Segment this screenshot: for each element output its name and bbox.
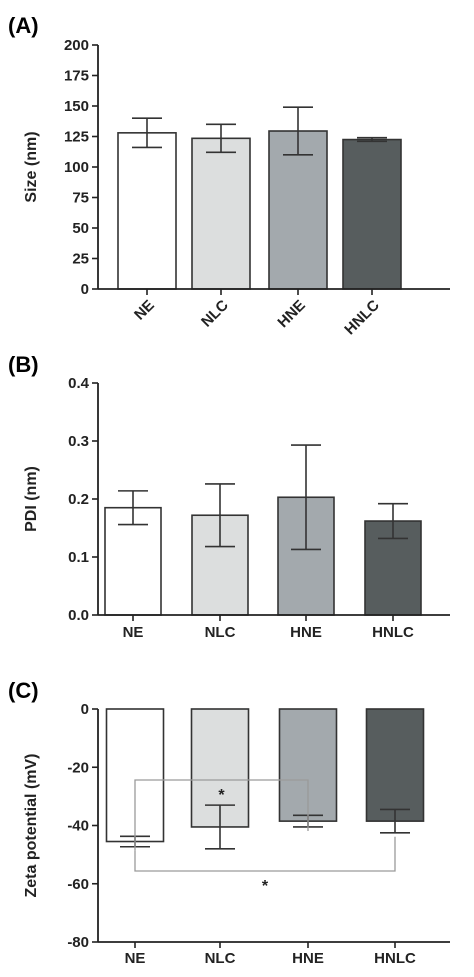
significance-bracket xyxy=(134,779,309,851)
x-tick-label: NLC xyxy=(205,950,236,967)
y-tick-label: 200 xyxy=(64,37,89,54)
y-tick-label: -80 xyxy=(67,934,89,951)
x-tick-label: HNLC xyxy=(374,950,416,967)
significance-marker: * xyxy=(262,878,269,895)
panel-c: (C) 0 -20 -40 -60 -80 NE NLC HNE HNLC Zeta potenti… xyxy=(8,678,450,967)
x-tick-label: NE xyxy=(125,950,146,967)
x-tick-label: NLC xyxy=(198,297,232,331)
x-tick-label: HNLC xyxy=(341,297,383,339)
x-tick-label: HNE xyxy=(274,297,308,331)
y-tick-label: 175 xyxy=(64,68,89,85)
x-tick-label: NE xyxy=(123,624,144,641)
y-tick-label: 125 xyxy=(64,129,89,146)
bar-nlc xyxy=(191,137,251,290)
panel-letter: (C) xyxy=(8,678,39,703)
y-axis-title: Zeta potential (mV) xyxy=(23,753,40,897)
y-tick-label: 75 xyxy=(72,190,89,207)
y-tick-label: 50 xyxy=(72,220,89,237)
y-tick-label: 150 xyxy=(64,98,89,115)
y-tick-label: -40 xyxy=(67,818,89,835)
y-tick-label: 0.3 xyxy=(68,433,89,450)
significance-bracket xyxy=(134,836,396,872)
x-tick-label: NLC xyxy=(205,624,236,641)
x-tick-label: HNE xyxy=(290,624,322,641)
x-tick-label: HNLC xyxy=(372,624,414,641)
y-tick-label: 0.0 xyxy=(68,607,89,624)
y-tick-label: 0.4 xyxy=(68,375,90,392)
y-tick-label: -20 xyxy=(67,759,89,776)
bar-hnlc xyxy=(365,708,425,822)
y-axis-title: PDI (nm) xyxy=(23,466,40,532)
panel-letter: (A) xyxy=(8,13,39,38)
y-tick-label: 0.1 xyxy=(68,549,89,566)
bar-hnlc xyxy=(342,138,402,290)
significance-marker: * xyxy=(218,787,225,804)
bar-ne xyxy=(104,506,162,616)
panel-a: (A) 0 25 50 75 100 125 150 175 200 NE NLC HNE HNLC Siz… xyxy=(8,13,450,338)
y-tick-label: 25 xyxy=(72,251,89,268)
x-tick-label: HNE xyxy=(292,950,324,967)
panel-b: (B) 0.0 0.1 0.2 0.3 0.4 NE NLC HNE HNLC PDI (nm) xyxy=(8,352,450,641)
y-tick-label: 0.2 xyxy=(68,491,89,508)
y-tick-label: -60 xyxy=(67,876,89,893)
x-tick-label: NE xyxy=(131,297,158,324)
y-tick-label: 0 xyxy=(81,701,89,718)
y-tick-label: 0 xyxy=(81,281,89,298)
bar-ne xyxy=(117,132,177,290)
y-axis-title: Size (nm) xyxy=(23,131,40,202)
panel-letter: (B) xyxy=(8,352,39,377)
y-tick-label: 100 xyxy=(64,159,89,176)
